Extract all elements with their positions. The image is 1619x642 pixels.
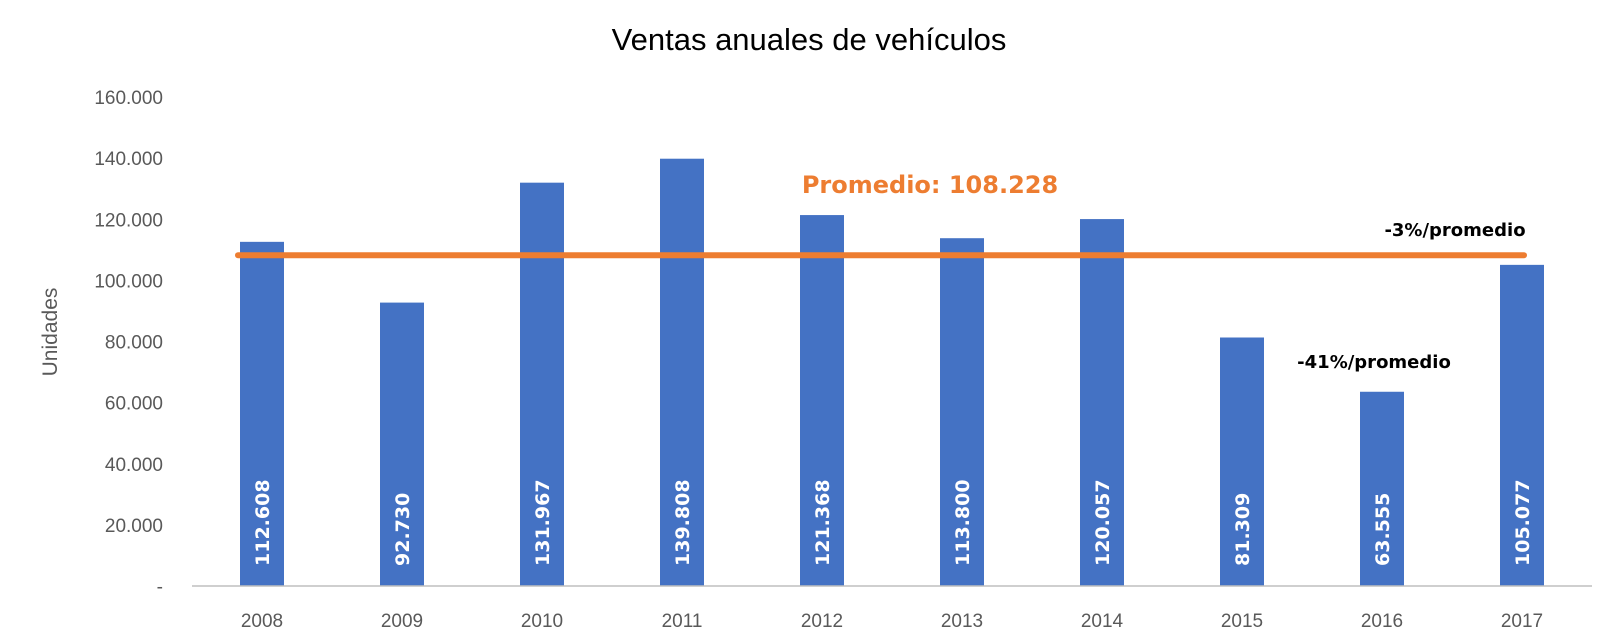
annotation-2017: -3%/promedio <box>1384 220 1525 241</box>
bar-2017 <box>1500 264 1544 586</box>
x-tick-label: 2012 <box>801 611 843 632</box>
bar-2013 <box>940 238 984 587</box>
bar-2010 <box>520 182 564 587</box>
y-tick-label: - <box>157 577 163 598</box>
bar-value-label: 113.800 <box>952 479 974 566</box>
y-axis-ticks: - 20.000 40.000 60.000 80.000 100.000 120.000 1… <box>94 88 163 598</box>
x-axis-ticks: 2008 2009 2010 2011 2012 2013 2014 2015 2016 2017 <box>241 611 1543 632</box>
x-tick-label: 2013 <box>941 611 983 632</box>
bar-2016 <box>1360 391 1404 586</box>
x-tick-label: 2008 <box>241 611 283 632</box>
bar-value-label: 139.808 <box>672 479 694 566</box>
y-tick-label: 20.000 <box>105 516 163 537</box>
bar-2011 <box>660 158 704 587</box>
bar-value-label: 92.730 <box>392 493 414 566</box>
bar-2009 <box>380 302 424 586</box>
x-tick-label: 2009 <box>381 611 423 632</box>
y-tick-label: 160.000 <box>94 88 163 109</box>
annotations-group: -3%/promedio -41%/promedio <box>1297 220 1525 373</box>
bar-2012 <box>800 215 844 587</box>
x-tick-label: 2010 <box>521 611 563 632</box>
x-tick-label: 2016 <box>1361 611 1403 632</box>
annotation-2016: -41%/promedio <box>1297 352 1451 373</box>
chart-title: Ventas anuales de vehículos <box>612 22 1007 57</box>
bars-group: 112.608 92.730 131.967 139.808 121.368 113.80… <box>240 158 1544 587</box>
x-tick-label: 2011 <box>662 611 703 632</box>
bar-value-label: 121.368 <box>812 479 834 566</box>
x-tick-label: 2017 <box>1501 611 1543 632</box>
x-tick-label: 2014 <box>1081 611 1124 632</box>
y-tick-label: 140.000 <box>94 149 163 170</box>
bar-value-label: 131.967 <box>532 479 554 566</box>
y-axis-label: Unidades <box>39 288 62 377</box>
average-label: Promedio: 108.228 <box>802 171 1058 199</box>
bar-value-label: 63.555 <box>1372 493 1394 566</box>
y-tick-label: 40.000 <box>105 455 163 476</box>
y-tick-label: 100.000 <box>94 271 163 292</box>
bar-value-label: 112.608 <box>252 479 274 566</box>
y-tick-label: 80.000 <box>105 333 163 354</box>
bar-2008 <box>240 241 284 586</box>
bar-2014 <box>1080 219 1124 586</box>
y-tick-label: 60.000 <box>105 394 163 415</box>
bar-2015 <box>1220 337 1264 586</box>
bar-value-label: 81.309 <box>1232 493 1254 566</box>
y-tick-label: 120.000 <box>94 210 163 231</box>
x-tick-label: 2015 <box>1221 611 1263 632</box>
bar-value-label: 120.057 <box>1092 479 1114 566</box>
bar-value-label: 105.077 <box>1512 479 1534 566</box>
